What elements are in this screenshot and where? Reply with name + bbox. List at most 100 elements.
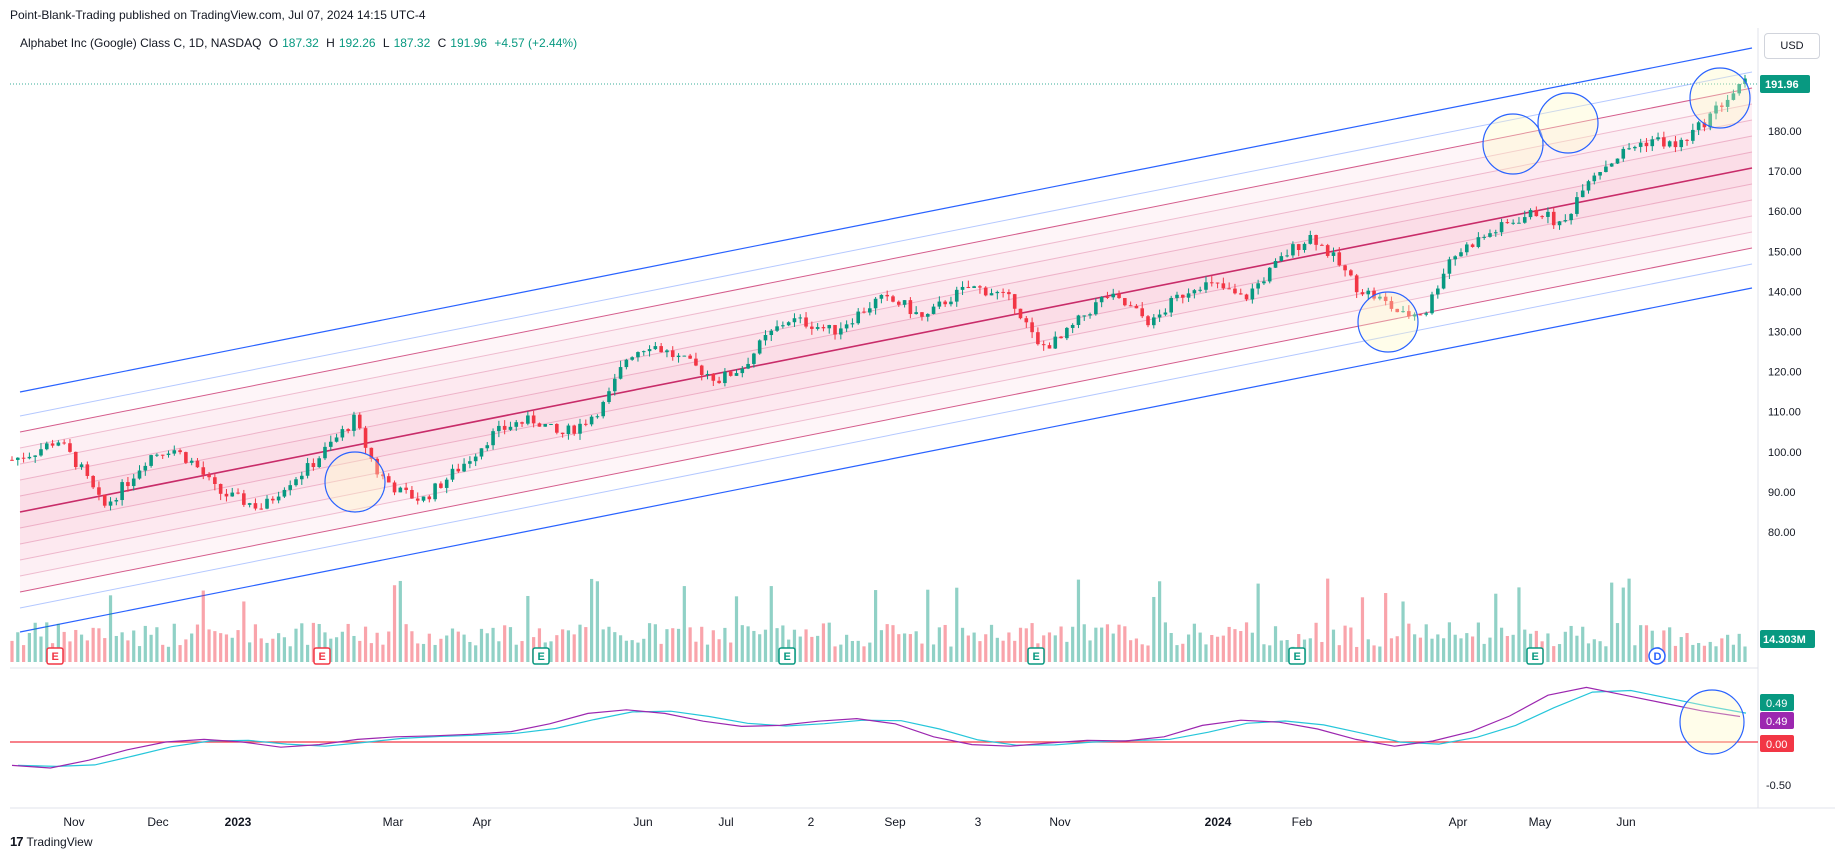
candle-body bbox=[398, 487, 403, 493]
candle-body bbox=[537, 423, 542, 427]
candle-body bbox=[1633, 146, 1637, 149]
change-value: +4.57 (+2.44%) bbox=[494, 36, 578, 50]
candle-body bbox=[1198, 289, 1202, 291]
volume-bar bbox=[624, 640, 628, 662]
volume-bar bbox=[746, 626, 750, 662]
volume-bar bbox=[346, 623, 350, 662]
volume-bar bbox=[398, 580, 402, 662]
volume-bar bbox=[1047, 632, 1052, 662]
symbol-name[interactable]: Alphabet Inc (Google) Class C, 1D, NASDA… bbox=[20, 36, 262, 50]
candle-body bbox=[1708, 113, 1713, 128]
volume-bar bbox=[520, 641, 524, 662]
volume-bar bbox=[647, 623, 652, 662]
price-axis: 80.00 90.00 100.00 110.00 120.00 130.00 140.00… bbox=[1768, 126, 1802, 539]
volume-bar bbox=[166, 646, 171, 662]
volume-bar bbox=[676, 628, 681, 662]
candle-body bbox=[21, 457, 26, 459]
currency-button[interactable]: USD bbox=[1764, 33, 1820, 59]
volume-bar bbox=[1378, 646, 1382, 662]
candle-body bbox=[1262, 281, 1266, 284]
candle-body bbox=[641, 351, 646, 353]
close-value: 191.96 bbox=[450, 36, 487, 50]
volume-bar bbox=[1250, 632, 1254, 662]
candle-body bbox=[1238, 293, 1243, 295]
volume-bar bbox=[305, 644, 310, 662]
time-tick-label: Apr bbox=[473, 815, 492, 829]
event-marker-label: E bbox=[784, 651, 791, 663]
candle-body bbox=[781, 325, 785, 327]
volume-bar bbox=[1308, 638, 1312, 662]
candle-body bbox=[995, 291, 1000, 294]
volume-bar bbox=[352, 635, 356, 662]
volume-bar bbox=[91, 627, 95, 662]
candle-body bbox=[1041, 344, 1046, 346]
high-label: H bbox=[326, 36, 335, 50]
volume-bar bbox=[1436, 634, 1440, 662]
time-tick-label: Nov bbox=[1049, 815, 1070, 829]
volume-bar bbox=[294, 628, 298, 662]
volume-bar bbox=[845, 634, 849, 662]
candle-body bbox=[960, 286, 965, 290]
candle-body bbox=[1094, 302, 1098, 315]
candle-body bbox=[1175, 294, 1179, 298]
channel-line bbox=[19, 231, 1753, 577]
candle-body bbox=[1111, 293, 1116, 298]
channel-center-line bbox=[19, 167, 1753, 513]
volume-bar bbox=[236, 630, 240, 662]
volume-bar bbox=[1552, 646, 1556, 662]
volume-bar bbox=[537, 628, 542, 662]
volume-bar bbox=[1192, 623, 1196, 662]
macd-signal-line bbox=[17, 689, 1747, 768]
candle-body bbox=[885, 294, 889, 297]
candle-body bbox=[740, 368, 745, 374]
price-tick-label: 130.00 bbox=[1768, 327, 1802, 339]
volume-bar bbox=[1233, 629, 1237, 662]
candle-body bbox=[1412, 314, 1417, 317]
candle-body bbox=[184, 452, 188, 463]
volume-bar bbox=[288, 646, 292, 662]
volume-bar bbox=[897, 634, 901, 662]
volume-bar bbox=[207, 629, 211, 662]
volume-bar bbox=[56, 623, 60, 662]
channel-band bbox=[20, 232, 1752, 592]
candle-body bbox=[1192, 290, 1197, 294]
event-marker-label: E bbox=[52, 651, 59, 663]
channel-band bbox=[20, 216, 1752, 576]
volume-bar bbox=[311, 622, 315, 662]
candle-body bbox=[1615, 158, 1620, 164]
volume-bar bbox=[943, 624, 947, 662]
candle-body bbox=[1215, 282, 1220, 284]
volume-bar bbox=[561, 629, 565, 662]
candle-body bbox=[549, 423, 553, 425]
candle-body bbox=[931, 306, 936, 314]
candle-body bbox=[68, 443, 72, 452]
candle-body bbox=[1418, 314, 1423, 316]
candle-body bbox=[1685, 139, 1689, 141]
volume-bar bbox=[132, 630, 136, 662]
volume-bar bbox=[1343, 625, 1347, 662]
volume-bar bbox=[908, 634, 912, 662]
volume-bar bbox=[1511, 634, 1515, 662]
candle-body bbox=[1180, 294, 1185, 298]
volume-bar bbox=[607, 626, 611, 662]
candle-body bbox=[1169, 297, 1173, 313]
candle-body bbox=[1372, 290, 1376, 299]
volume-bar bbox=[1389, 638, 1394, 662]
volume-bar bbox=[1668, 627, 1672, 662]
volume-bar bbox=[1459, 638, 1463, 662]
volume-bar bbox=[995, 637, 999, 662]
volume-bar bbox=[1604, 646, 1608, 662]
candle-body bbox=[1488, 233, 1492, 237]
time-tick-label: Jun bbox=[1616, 815, 1635, 829]
candle-body bbox=[450, 468, 455, 480]
volume-bar bbox=[613, 632, 617, 662]
candle-body bbox=[149, 455, 153, 466]
candle-body bbox=[1157, 314, 1162, 318]
volume-bar bbox=[1430, 638, 1434, 662]
volume-bar bbox=[914, 631, 918, 662]
volume-bar bbox=[717, 639, 721, 662]
volume-bar bbox=[1697, 643, 1701, 662]
candle-body bbox=[1018, 308, 1023, 319]
volume-bar bbox=[1737, 633, 1741, 662]
